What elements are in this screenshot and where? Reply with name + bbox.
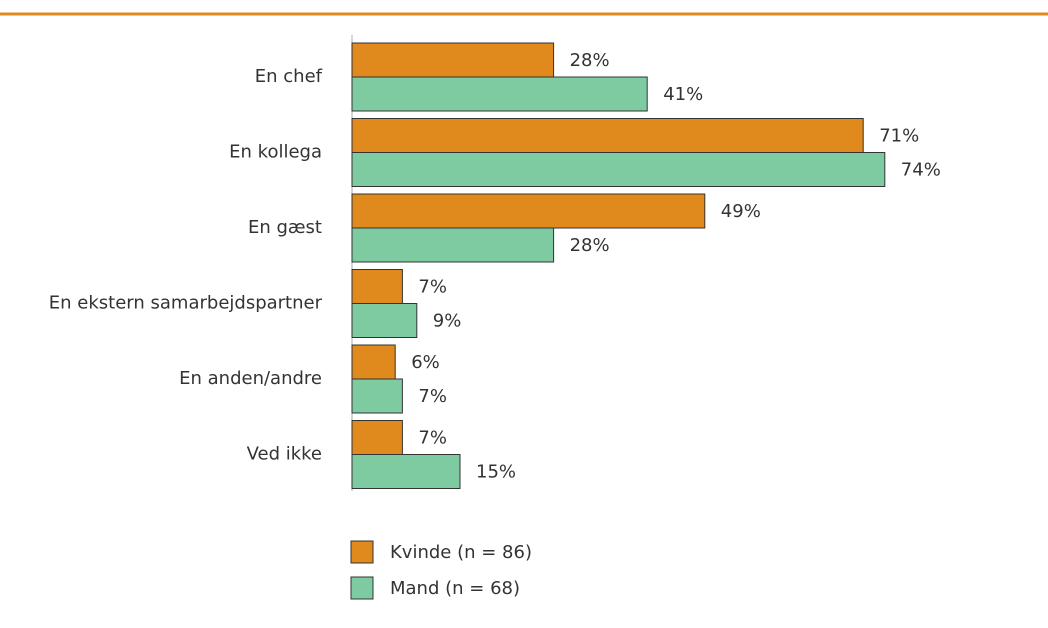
bar [351, 269, 403, 304]
value-label: 28% [570, 235, 610, 256]
bar [351, 303, 418, 338]
value-label: 6% [411, 352, 440, 373]
bar [351, 454, 461, 489]
bar [351, 193, 706, 229]
value-label: 71% [879, 126, 919, 147]
bar [351, 118, 864, 153]
category-label: Ved ikke [247, 444, 322, 465]
bar [351, 76, 648, 112]
value-label: 7% [418, 428, 447, 449]
category-label: En anden/andre [179, 368, 322, 389]
legend-swatch [350, 540, 374, 564]
value-label: 49% [721, 201, 761, 222]
bar [351, 42, 555, 78]
bar [351, 344, 396, 380]
value-label: 7% [418, 277, 447, 298]
bar [351, 378, 403, 414]
value-label: 41% [663, 84, 703, 105]
category-label: En ekstern samarbejdspartner [49, 293, 323, 314]
bar [351, 152, 886, 187]
value-label: 74% [901, 160, 941, 181]
category-label: En chef [255, 66, 323, 87]
category-label: En kollega [229, 142, 322, 163]
legend-swatch [350, 576, 374, 600]
bar [351, 227, 555, 263]
value-label: 9% [433, 311, 462, 332]
value-label: 7% [418, 386, 447, 407]
bar [351, 420, 403, 455]
legend-label: Kvinde (n = 86) [390, 542, 532, 563]
value-label: 15% [476, 462, 516, 483]
category-label: En gæst [248, 217, 322, 238]
value-label: 28% [570, 50, 610, 71]
legend-label: Mand (n = 68) [390, 578, 520, 599]
